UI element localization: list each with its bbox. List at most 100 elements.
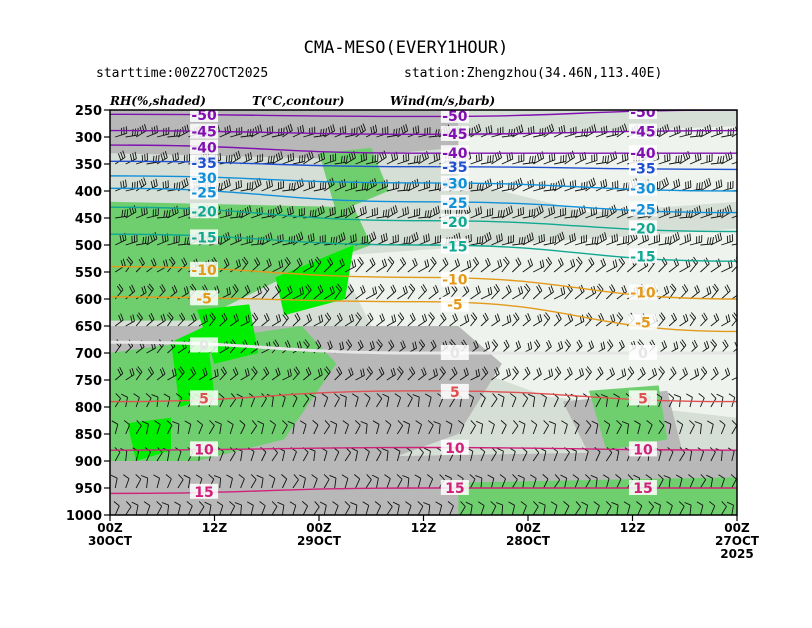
temp-label-bg [440,439,469,455]
wind-barb-feather [550,207,553,215]
wind-barb-feather [246,101,247,108]
wind-barb-feather [708,177,712,185]
wind-barb-feather [408,183,411,191]
wind-barb-feather [383,180,386,188]
wind-barb-feather [124,97,126,104]
wind-barb-feather [415,126,417,134]
wind-barb-feather [259,501,266,507]
wind-barb-shaft [302,452,309,462]
wind-barb-shaft [574,397,578,408]
wind-barb-feather [256,257,261,264]
wind-barb-feather [663,178,667,186]
wind-barb-feather [265,234,268,242]
wind-barb-feather [404,207,407,215]
wind-barb-shaft [417,452,424,462]
wind-barb-feather [515,259,520,266]
wind-barb-feather [417,125,420,133]
wind-barb-feather [743,153,744,160]
temp-label-bg [440,125,469,141]
wind-barb-feather [488,420,495,425]
wind-barb-feather [336,314,341,322]
wind-barb-shaft [553,318,562,327]
wind-barb-feather [435,368,438,376]
temp-contour-label: -40 [630,146,656,162]
wind-barb-feather [150,259,155,267]
wind-barb-feather [573,233,576,241]
wind-barb-feather [262,285,268,292]
y-tick-label: 1000 [66,509,102,524]
temp-contour-label: -10 [191,263,217,279]
wind-barb-shaft [386,211,398,219]
wind-barb-feather [636,501,643,507]
wind-barb-shaft [156,373,166,381]
wind-barb-feather [138,258,144,266]
wind-barb-feather [691,341,696,349]
wind-barb-feather [181,180,185,188]
wind-barb-feather [410,366,416,374]
wind-barb-shaft [585,242,598,246]
wind-barb-feather [475,125,479,133]
wind-barb-feather [120,260,124,268]
wind-barb-shaft [553,238,565,246]
wind-barb-shaft [167,374,177,381]
wind-barb-shaft [491,320,500,327]
wind-barb-shaft [606,266,618,273]
wind-barb-feather [470,98,471,105]
wind-barb-shaft [553,479,561,489]
wind-barb-shaft [146,372,154,381]
wind-barb-feather [296,342,300,350]
wind-barb-feather [581,153,584,161]
wind-barb-feather [656,100,657,107]
wind-barb-shaft [407,319,416,327]
wind-barb-shaft [710,451,716,462]
wind-barb-feather [271,125,274,133]
wind-barb-shaft [731,243,737,246]
wind-barb-feather [588,259,593,266]
wind-barb-feather [111,420,119,425]
wind-barb-feather [715,313,720,320]
wind-barb-shaft [491,216,504,219]
wind-barb-feather [549,236,552,244]
wind-barb-shaft [271,452,278,462]
wind-barb-shaft [386,134,399,138]
wind-barb-feather [218,236,220,244]
wind-barb-shaft [355,188,368,192]
wind-barb-feather [311,474,318,480]
wind-barb-shaft [554,161,566,165]
wind-barb-shaft [365,214,378,219]
wind-barb-shaft [459,374,469,381]
wind-barb-feather [611,100,612,107]
wind-barb-feather [435,129,438,137]
wind-barb-shaft [282,262,291,273]
temperature-contour-layer: -50 -50 -50-45 -45 -45-40 -40 -40-35 -35 -35-30-… [110,110,737,501]
wind-barb-shaft [470,212,482,219]
wind-barb-feather [598,283,604,290]
wind-barb-feather [505,207,509,215]
wind-barb-feather [371,257,376,265]
wind-barb-feather [428,314,434,321]
wind-barb-shaft [355,505,358,515]
y-tick-label: 300 [75,131,102,146]
wind-barb-shaft [710,319,720,327]
rh-region-rh-70-90 [110,201,372,321]
wind-barb-feather [712,368,717,376]
wind-barb-feather [299,340,302,348]
wind-barb-feather [159,102,160,109]
wind-barb-shaft [167,505,170,515]
wind-barb-shaft [344,506,351,515]
wind-barb-feather [381,313,385,321]
wind-barb-feather [339,394,347,398]
wind-barb-shaft [219,214,232,219]
wind-barb-shaft [271,290,281,300]
wind-barb-shaft [418,216,431,219]
wind-barb-shaft [177,423,180,435]
wind-barb-feather [639,101,640,108]
wind-barb-feather [234,235,237,243]
wind-barb-feather [164,99,166,106]
wind-barb-feather [497,260,500,268]
temp-contour-label: -45 [442,127,467,143]
wind-barb-shaft [261,372,270,381]
wind-barb-shaft [156,452,163,462]
wind-barb-feather [686,99,688,106]
wind-barb-feather [115,393,121,399]
